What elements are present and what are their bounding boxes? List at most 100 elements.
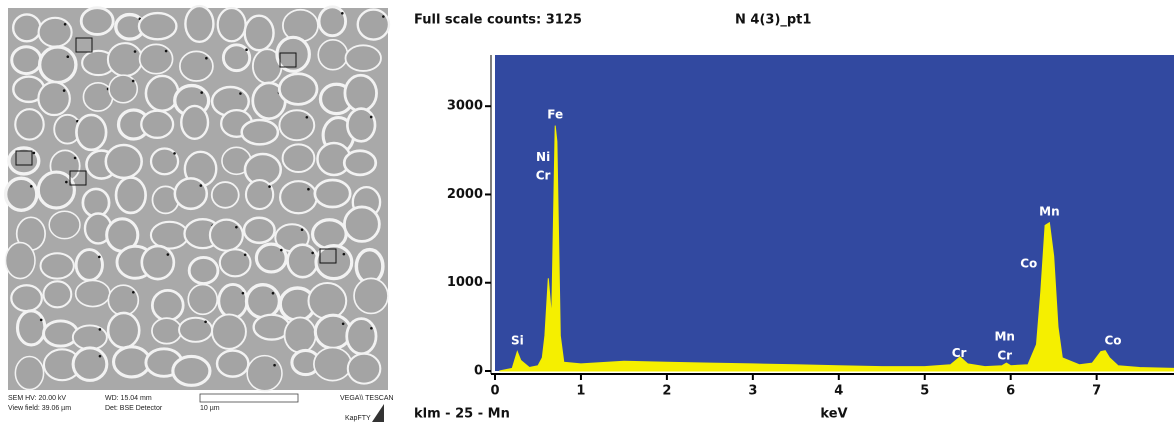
spectrum: 0 1000 2000 3000 0 1 2 3 4 5 6 7 Fe Ni Cr Si Cr Mn Cr Mn Co C… <box>447 55 1174 399</box>
logo <box>372 404 384 422</box>
pore <box>341 322 345 326</box>
pore <box>305 115 309 119</box>
sample-areas <box>15 37 337 264</box>
pore <box>164 49 168 53</box>
grain <box>4 241 36 280</box>
sem-hv: SEM HV: 20.00 kV <box>8 395 66 402</box>
grain <box>342 205 381 243</box>
grain <box>346 352 382 385</box>
grain <box>310 218 348 251</box>
grain <box>221 43 252 73</box>
grain <box>344 44 382 72</box>
pore <box>205 56 208 60</box>
pore <box>65 180 68 184</box>
pore <box>245 48 248 52</box>
pore <box>29 184 33 188</box>
pore <box>132 290 135 294</box>
x-axis-label: keV <box>820 407 847 422</box>
grain <box>82 81 114 112</box>
pore <box>273 363 276 367</box>
grain <box>137 11 178 41</box>
x-tick-label: 3 <box>748 384 757 399</box>
pore <box>200 91 203 94</box>
grain <box>217 282 249 320</box>
peak-label: Fe <box>547 108 563 122</box>
grain <box>356 8 391 41</box>
grain <box>149 147 180 176</box>
peak-label: Co <box>1020 257 1037 271</box>
x-tick-label: 4 <box>834 384 843 399</box>
chart-title: N 4(3)_pt1 <box>735 13 811 28</box>
grain <box>149 220 190 250</box>
sem-image: SEM HV: 20.00 kV WD: 15.04 mm VEGA\\ TES… <box>3 4 394 422</box>
x-tick-label: 5 <box>920 384 929 399</box>
pore <box>341 11 344 15</box>
grain <box>10 284 43 313</box>
pore <box>73 156 77 160</box>
grain <box>71 324 108 351</box>
grain <box>108 74 139 104</box>
pore <box>241 291 245 295</box>
sem-lab: KapFTY <box>345 415 371 422</box>
pore <box>204 320 207 324</box>
pore <box>32 151 36 155</box>
grain <box>275 35 311 73</box>
grain <box>313 313 353 350</box>
peak-label: Si <box>511 333 524 347</box>
peak-label: Mn <box>994 330 1014 344</box>
grain <box>216 6 247 43</box>
grain <box>107 284 140 317</box>
pore <box>131 79 135 83</box>
x-tick-label: 2 <box>662 384 671 399</box>
y-tick-label: 0 <box>474 364 483 379</box>
peak-label: Cr <box>997 348 1012 362</box>
full-scale: Full scale counts: 3125 <box>414 13 582 28</box>
grain <box>151 317 183 345</box>
grain <box>278 109 316 142</box>
grain <box>39 252 75 280</box>
peak-label: Mn <box>1039 205 1059 219</box>
x-tick-label: 0 <box>490 384 499 399</box>
grain <box>208 218 244 252</box>
grain <box>3 176 39 213</box>
pore <box>133 50 137 53</box>
grain <box>36 170 76 210</box>
peak-label: Ni <box>536 150 550 164</box>
grain <box>15 309 47 347</box>
pore <box>39 318 43 322</box>
grain <box>140 109 175 139</box>
pore <box>311 251 314 255</box>
grain <box>178 316 214 343</box>
pore <box>369 115 373 119</box>
grain <box>42 280 73 309</box>
grain <box>173 177 209 211</box>
scale-bar <box>199 393 299 403</box>
cell-network <box>3 4 391 392</box>
grain <box>178 50 214 82</box>
grain <box>313 178 352 209</box>
grain <box>210 181 240 209</box>
x-tick-label: 6 <box>1006 384 1015 399</box>
pore <box>243 253 247 257</box>
grain <box>37 16 73 48</box>
y-tick-label: 2000 <box>447 187 483 202</box>
sem-wd: WD: 15.04 mm <box>105 395 152 402</box>
pore <box>239 92 242 95</box>
pore <box>66 55 70 59</box>
grain <box>218 248 252 278</box>
peak-label: Cr <box>536 168 551 182</box>
grain <box>283 316 317 354</box>
grain <box>37 45 78 85</box>
grain <box>37 81 71 117</box>
pore <box>97 255 101 259</box>
footnote: klm - 25 - Mn <box>414 407 510 422</box>
grain <box>243 14 275 52</box>
grain <box>11 13 42 43</box>
grain <box>106 42 144 77</box>
plot-background <box>495 55 1174 371</box>
grain <box>313 346 353 382</box>
pore <box>342 252 346 256</box>
grain <box>246 354 283 392</box>
y-tick-label: 3000 <box>447 99 483 114</box>
